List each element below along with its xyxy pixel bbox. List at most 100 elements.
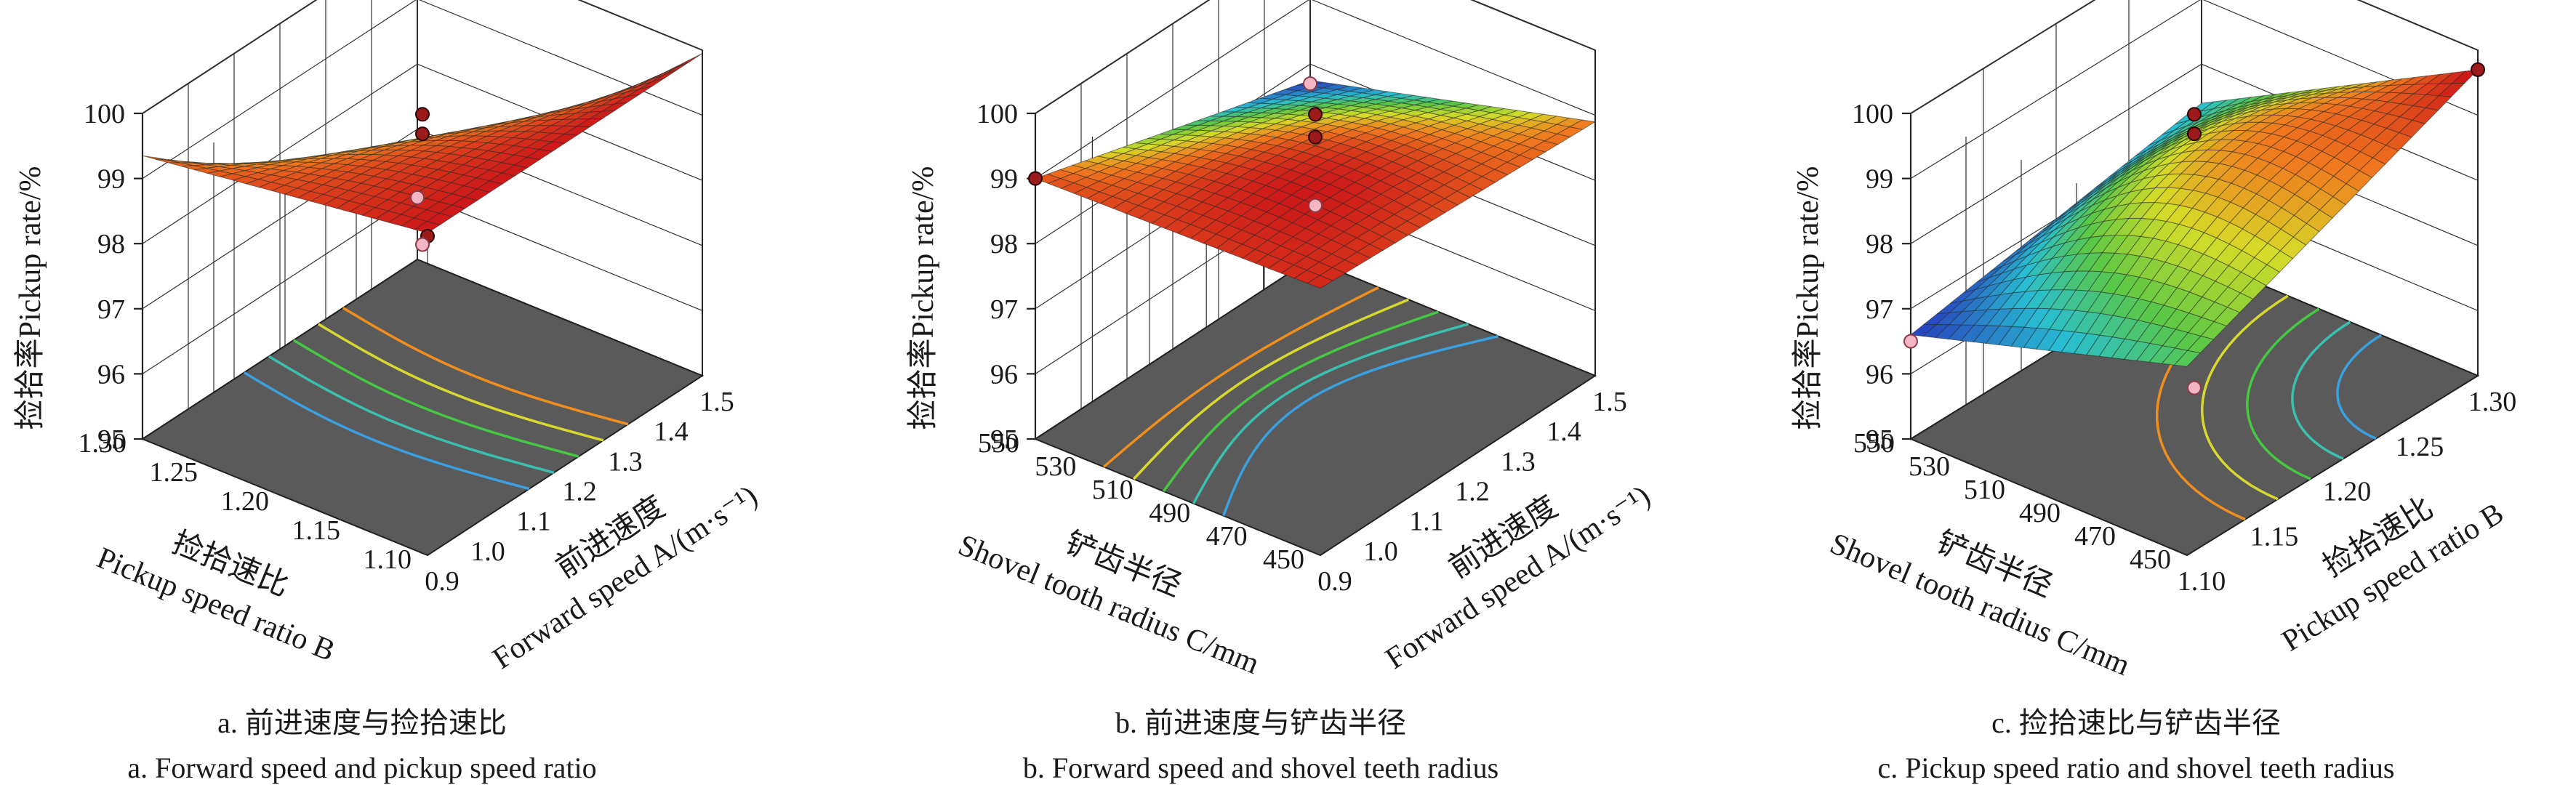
y-tick-label: 1.20 — [221, 486, 270, 517]
design-point — [2187, 126, 2202, 142]
z-tick-label: 100 — [976, 99, 1018, 129]
z-tick-label: 99 — [1866, 164, 1893, 195]
y-tick-label: 450 — [2130, 544, 2171, 575]
panel-b-chart: 95 96 97 98 99 100 捡拾率Pickup rate/% 0.9 1.0 1.1 1.… — [906, 0, 1656, 784]
z-tick-label: 99 — [97, 164, 125, 195]
y-tick-label: 510 — [1092, 475, 1133, 505]
wall-gridline — [1035, 0, 1596, 180]
z-tick-label: 99 — [990, 164, 1018, 195]
x-tick-label: 1.30 — [2468, 387, 2517, 417]
z-tick-label: 98 — [1866, 229, 1893, 259]
x-tick-label: 1.15 — [2250, 521, 2299, 552]
contour-line — [1102, 286, 1379, 468]
wall-gridline — [1035, 0, 1596, 114]
x-tick-label: 0.9 — [1317, 566, 1352, 597]
z-axis-title: 捡拾率Pickup rate/% — [906, 166, 940, 430]
z-axis-title: 捡拾率Pickup rate/% — [1791, 166, 1825, 430]
contour-line — [342, 307, 629, 426]
z-tick-label: 100 — [84, 99, 125, 129]
design-point — [410, 190, 425, 205]
design-point — [2471, 62, 2485, 77]
floor-contours — [243, 307, 629, 491]
x-tick-label: 1.3 — [1501, 446, 1536, 477]
contour-line — [318, 323, 604, 442]
x-tick-label: 1.0 — [1363, 536, 1398, 567]
design-point — [415, 126, 430, 142]
z-tick-label: 97 — [990, 294, 1018, 325]
y-tick-label: 490 — [2019, 498, 2061, 528]
y-tick-label: 1.30 — [79, 428, 127, 459]
design-point — [1903, 334, 1918, 349]
z-tick-label: 100 — [1852, 99, 1893, 129]
floor-contours — [1102, 286, 1499, 517]
contour-line — [2291, 321, 2351, 460]
y-tick-label: 1.15 — [292, 515, 341, 546]
x-tick-label: 1.1 — [516, 507, 551, 537]
z-tick-label: 96 — [990, 359, 1018, 390]
surface-mesh — [142, 53, 703, 234]
z-tick-label: 97 — [1866, 294, 1893, 325]
x-tick-label: 1.25 — [2396, 432, 2444, 462]
design-point — [2187, 380, 2202, 395]
x-tick-label: 1.0 — [470, 536, 505, 567]
surface-cell — [676, 53, 703, 68]
y-tick-label: 530 — [1909, 451, 1950, 482]
x-tick-label: 1.2 — [562, 477, 597, 507]
surface-mesh — [1034, 80, 1597, 289]
z-tick-label: 95 — [97, 424, 125, 455]
x-tick-label: 1.3 — [608, 446, 643, 477]
wall-gridline — [142, 0, 703, 180]
caption-en: c. Pickup speed ratio and shovel teeth r… — [1878, 751, 2395, 784]
z-tick-label: 98 — [97, 229, 125, 259]
y-tick-label: 1.10 — [364, 544, 412, 575]
y-tick-label: 550 — [1853, 428, 1895, 459]
design-point — [1308, 107, 1323, 122]
contour-line — [1192, 323, 1469, 504]
y-tick-label: 490 — [1149, 498, 1190, 528]
wall-gridline — [142, 0, 703, 114]
contour-line — [293, 339, 579, 458]
design-point — [415, 237, 430, 252]
caption-cn: b. 前进速度与铲齿半径 — [1115, 706, 1406, 739]
contour-line — [1132, 298, 1409, 480]
y-tick-label: 510 — [1964, 475, 2005, 505]
z-tick-label: 96 — [1866, 359, 1893, 390]
z-tick-label: 95 — [1866, 424, 1893, 455]
y-tick-label: 470 — [1206, 521, 1248, 552]
surface-mesh — [1909, 69, 2479, 367]
caption-en: a. Forward speed and pickup speed ratio — [127, 751, 596, 784]
wall-gridline — [1910, 0, 2479, 114]
x-tick-label: 1.10 — [2178, 566, 2226, 597]
y-tick-label: 470 — [2074, 521, 2116, 552]
design-point — [1308, 198, 1323, 213]
caption-en: b. Forward speed and shovel teeth radius — [1023, 751, 1498, 784]
y-tick-label: 530 — [1035, 451, 1076, 482]
contour-line — [2201, 294, 2289, 501]
z-tick-label: 97 — [97, 294, 125, 325]
z-axis-title: 捡拾率Pickup rate/% — [13, 166, 47, 430]
wall-gridline — [1910, 0, 2479, 180]
z-tick-label: 98 — [990, 229, 1018, 259]
x-tick-label: 1.1 — [1409, 507, 1444, 537]
x-tick-label: 1.20 — [2323, 477, 2372, 507]
panel-c-chart: 95 96 97 98 99 100 捡拾率Pickup rate/% 1.10 1.15 1.2… — [1791, 0, 2516, 784]
surface-cell — [1568, 119, 1597, 130]
panel-a-chart: 95 96 97 98 99 100 捡拾率Pickup rate/% 0.9 1.0 1.1 1.… — [13, 0, 763, 784]
x-tick-label: 1.2 — [1455, 477, 1490, 507]
contour-line — [2336, 334, 2382, 440]
contour-line — [1222, 334, 1499, 517]
contour-line — [268, 355, 555, 475]
y-tick-label: 550 — [978, 428, 1019, 459]
floor-contours — [2156, 281, 2382, 521]
contour-line — [243, 371, 530, 491]
caption-cn: c. 捡拾速比与铲齿半径 — [1991, 706, 2281, 739]
z-tick-label: 96 — [97, 359, 125, 390]
x-tick-label: 1.4 — [1546, 416, 1581, 447]
x-tick-label: 1.4 — [654, 416, 689, 447]
design-point — [1028, 171, 1043, 186]
caption-cn: a. 前进速度与捡拾速比 — [217, 706, 507, 739]
x-tick-label: 1.5 — [699, 387, 734, 417]
design-point — [2187, 107, 2202, 122]
wall-gridline — [142, 63, 703, 244]
